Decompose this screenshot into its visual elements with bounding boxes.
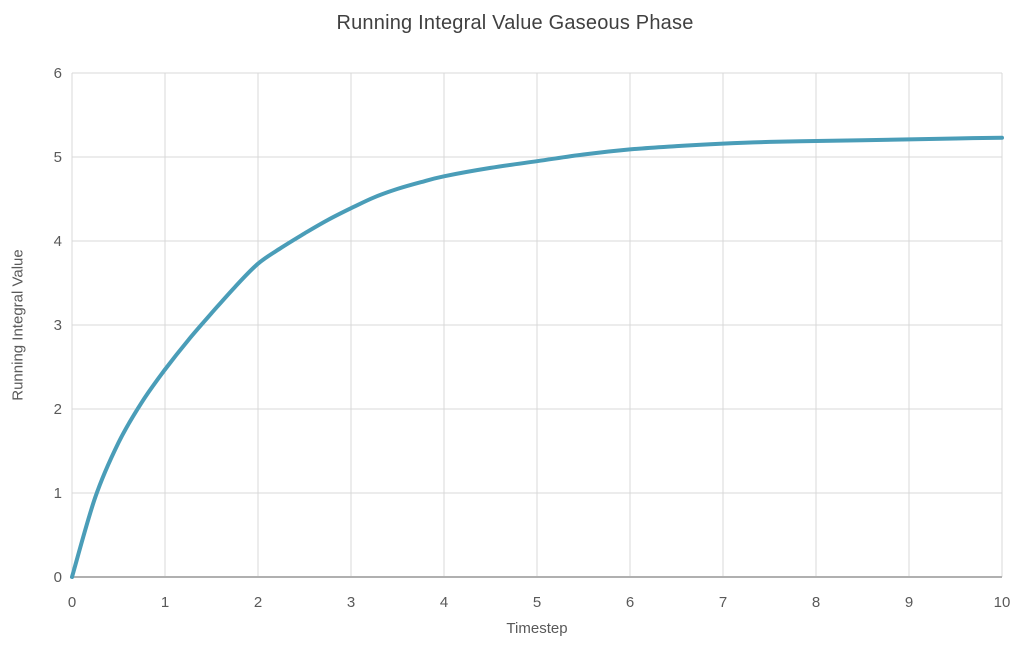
x-tick-label: 4 <box>440 594 448 611</box>
y-tick-label: 4 <box>54 233 62 250</box>
x-tick-label: 10 <box>994 594 1011 611</box>
y-tick-label: 5 <box>54 149 62 166</box>
x-tick-label: 9 <box>905 594 913 611</box>
y-tick-label: 1 <box>54 485 62 502</box>
x-tick-label: 1 <box>161 594 169 611</box>
x-tick-label: 0 <box>68 594 76 611</box>
x-axis-title: Timestep <box>506 620 568 637</box>
x-tick-label: 2 <box>254 594 262 611</box>
y-tick-label: 0 <box>54 569 62 586</box>
chart-title: Running Integral Value Gaseous Phase <box>336 12 694 34</box>
x-tick-label: 7 <box>719 594 727 611</box>
y-tick-label: 6 <box>54 65 62 82</box>
y-tick-label: 2 <box>54 401 62 418</box>
x-tick-label: 5 <box>533 594 541 611</box>
x-tick-label: 3 <box>347 594 355 611</box>
x-tick-label: 8 <box>812 594 820 611</box>
running-integral-curve <box>70 135 1004 579</box>
y-tick-label: 3 <box>54 317 62 334</box>
y-axis-title: Running Integral Value <box>9 249 27 401</box>
x-tick-label: 6 <box>626 594 634 611</box>
